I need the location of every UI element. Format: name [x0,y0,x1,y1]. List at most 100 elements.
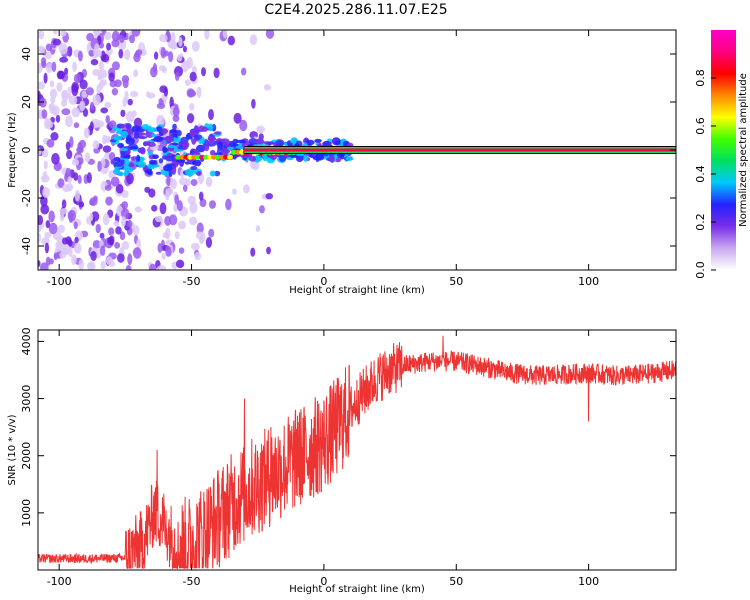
noise-blob [199,237,204,245]
noise-blob [49,88,58,99]
noise-blob [59,56,69,63]
noise-blob [98,60,104,72]
noise-blob [38,30,45,40]
noise-blob [71,159,80,166]
noise-blob [259,205,265,214]
noise-blob [82,108,89,117]
noise-blob [174,71,180,81]
noise-blob [108,227,115,236]
noise-blob [122,96,128,108]
noise-blob [251,98,256,109]
noise-blob [189,102,195,111]
signal-blob [211,123,217,132]
noise-blob [57,178,65,188]
noise-blob [182,184,188,192]
noise-blob [117,38,127,51]
noise-blob [239,119,248,132]
noise-blob [111,39,120,48]
noise-blob [205,237,213,248]
noise-blob [178,247,185,254]
signal-blob [305,139,315,146]
noise-blob [38,45,43,53]
signal-blob [128,162,135,168]
noise-blob [119,231,126,241]
noise-blob [97,160,102,172]
noise-blob [186,56,193,69]
noise-blob [121,240,130,250]
y-tick-label: 2000 [20,442,33,470]
noise-blob [61,108,71,116]
noise-blob [49,80,55,88]
x-tick-label: -50 [183,575,201,588]
noise-blob [263,84,271,91]
noise-blob [120,109,126,118]
noise-blob [155,215,163,223]
signal-blob [184,168,195,177]
signal-blob [145,141,151,146]
noise-blob [189,216,198,226]
noise-blob [175,259,185,269]
noise-blob [132,247,142,259]
noise-blob [178,177,188,186]
noise-blob [93,48,101,58]
noise-blob [144,186,151,193]
noise-blob [100,157,106,168]
noise-blob [170,31,176,44]
noise-blob [87,261,96,270]
noise-blob [108,72,115,82]
noise-blob [115,226,122,235]
signal-blob [209,170,216,177]
noise-blob [185,178,191,187]
noise-blob [60,30,67,37]
x-tick-label: -100 [47,575,72,588]
noise-blob [186,88,195,98]
signal-blob [248,138,258,145]
signal-blob [315,154,325,161]
signal-blob [200,136,205,145]
signal-blob [274,140,284,148]
noise-blob [44,117,49,130]
noise-blob [51,152,60,165]
signal-blob [204,144,210,152]
noise-blob [57,224,66,234]
x-tick-label: -100 [47,275,72,288]
signal-blob [120,123,125,129]
noise-blob [151,204,158,212]
x-tick-label: 50 [449,275,463,288]
noise-blob [169,41,179,50]
noise-blob [79,100,86,112]
noise-blob [46,138,55,148]
signal-blob [164,135,175,143]
signal-blob [124,158,130,166]
noise-blob [55,114,61,123]
noise-blob [84,152,91,163]
noise-blob [48,258,54,265]
noise-blob [43,72,48,84]
noise-blob [176,54,183,62]
noise-blob [125,110,135,123]
signal-blob [139,147,146,155]
noise-blob [147,92,156,99]
noise-blob [110,176,120,187]
noise-blob [104,101,112,109]
noise-blob [56,70,64,80]
noise-blob [78,259,84,270]
signal-blob [322,141,332,147]
signal-blob [266,141,275,145]
signal-blob [175,159,186,163]
noise-blob [71,254,77,266]
noise-blob [105,114,110,124]
noise-blob [161,253,166,260]
signal-blob [226,146,235,150]
signal-blob [278,154,287,162]
signal-blob [165,155,176,162]
noise-blob [92,68,101,76]
spectrogram-y-label: Frequency (Hz) [7,112,18,188]
signal-blob [299,154,305,161]
x-tick-label: 100 [578,275,599,288]
noise-blob [92,239,101,250]
noise-blob [164,215,172,226]
noise-blob [129,34,135,44]
signal-blob [155,171,162,175]
signal-blob [113,135,122,141]
